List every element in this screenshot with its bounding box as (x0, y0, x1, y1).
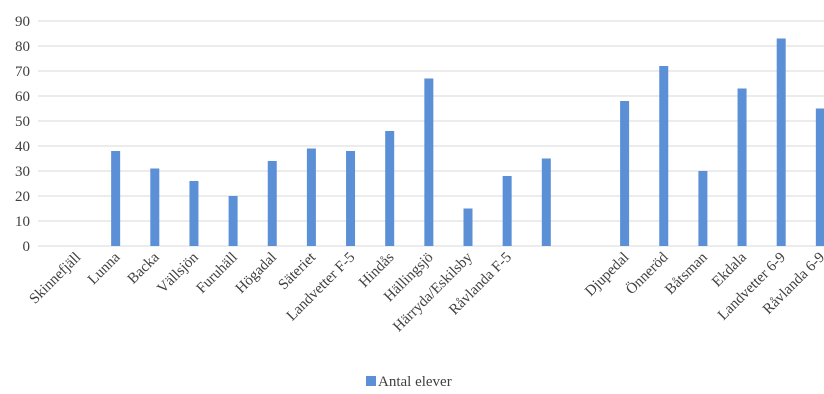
bar (698, 171, 708, 246)
y-tick-label: 70 (15, 64, 30, 80)
x-tick-label: Båtsman (662, 249, 711, 298)
bar (267, 161, 277, 246)
bar (346, 151, 356, 246)
y-tick-label: 30 (15, 164, 30, 180)
y-tick-label: 50 (15, 114, 30, 130)
bar (189, 181, 199, 246)
legend: Antal elever (366, 374, 452, 390)
x-tick-label: Högadal (233, 250, 280, 297)
x-tick-label: Furuhäll (194, 250, 241, 297)
bar (424, 78, 434, 246)
bars (111, 38, 824, 246)
legend-label: Antal elever (378, 374, 452, 390)
y-tick-label: 60 (15, 89, 30, 105)
bar (502, 176, 512, 246)
x-tick-label: Lunna (85, 249, 124, 288)
bar (541, 158, 551, 246)
bar (815, 108, 824, 246)
y-tick-label: 20 (15, 189, 30, 205)
bar (385, 131, 395, 246)
bar (111, 151, 121, 246)
y-tick-label: 80 (15, 39, 30, 55)
legend-swatch (366, 376, 376, 386)
bar (737, 88, 747, 246)
bar (150, 168, 160, 246)
y-tick-label: 0 (23, 239, 31, 255)
y-tick-label: 10 (15, 214, 30, 230)
x-tick-label: Djupedal (582, 250, 632, 300)
x-tick-label: Vällsjön (155, 249, 203, 297)
y-tick-label: 90 (15, 14, 30, 30)
bar (776, 38, 786, 246)
x-tick-label: Skinnefjäll (26, 250, 84, 308)
x-axis: Skinnefjäll Lunna BackaVällsjönFuruhällHög… (26, 248, 824, 335)
bar (620, 101, 630, 246)
bar (659, 66, 669, 246)
x-tick-label: Landvetter F-5 (284, 250, 359, 325)
bar (228, 196, 238, 246)
bar (306, 148, 316, 246)
x-tick-label: Önneröd (622, 248, 671, 297)
y-tick-label: 40 (15, 139, 30, 155)
bar (463, 208, 473, 246)
y-axis: 0 10 20 30 40 50 60 70 80 90 (15, 14, 30, 255)
